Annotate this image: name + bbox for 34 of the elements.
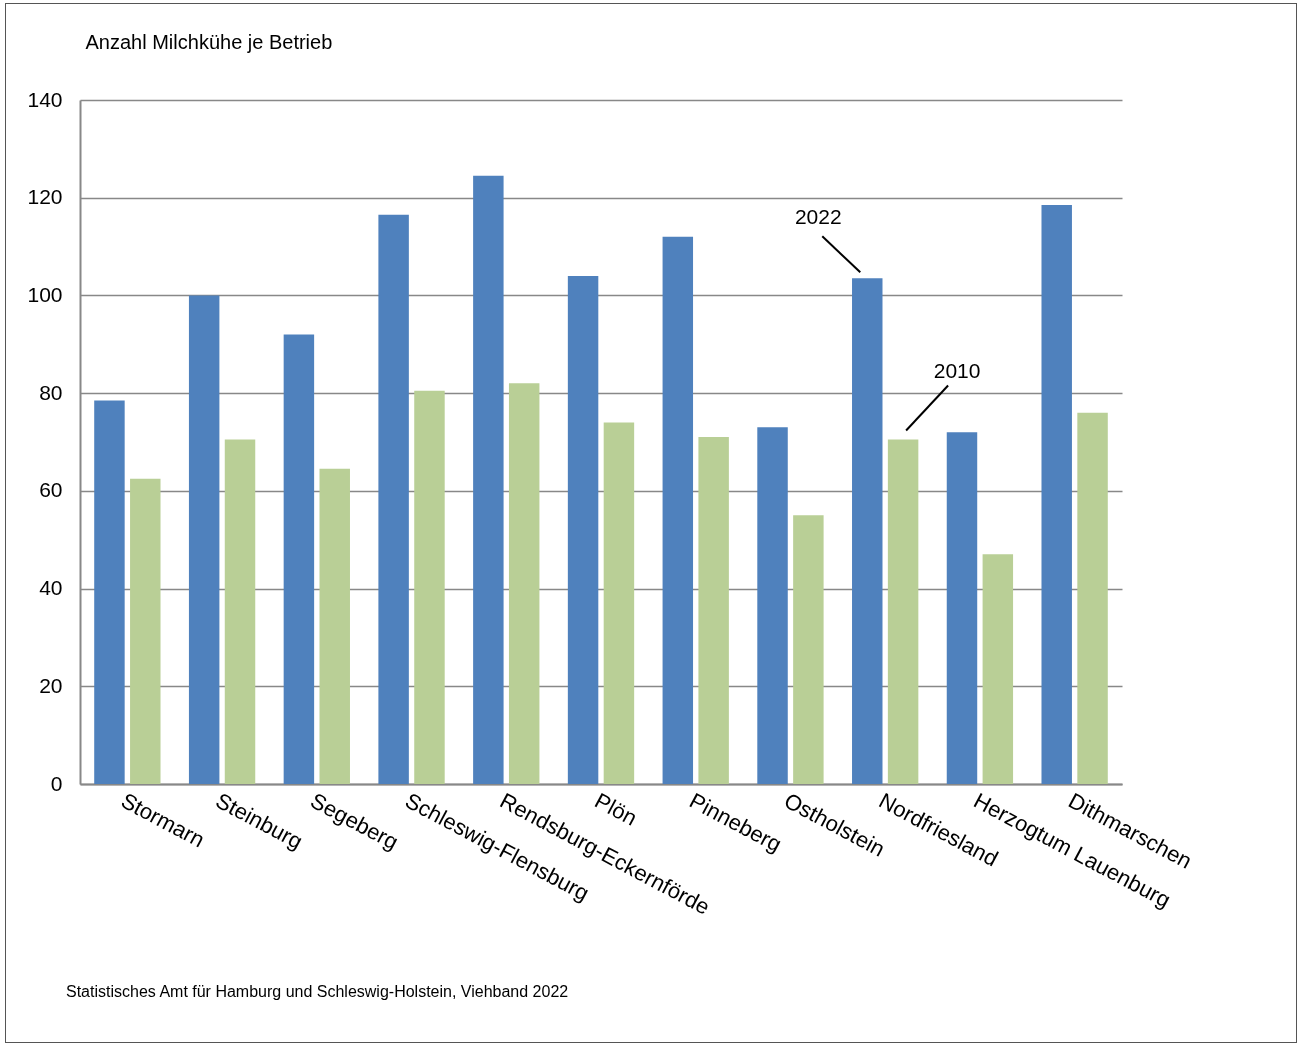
bar — [1041, 205, 1072, 784]
bar — [130, 478, 161, 784]
bar — [887, 439, 919, 784]
bar — [1077, 412, 1108, 784]
text: 2022 — [794, 205, 842, 229]
bar — [94, 400, 125, 784]
y-axis-title: Anzahl Milchkühe je Betrieb — [85, 30, 333, 53]
bar — [283, 334, 315, 784]
bar — [757, 427, 788, 784]
y-tick-label: 140 — [27, 87, 63, 111]
bar — [793, 515, 824, 784]
bar — [567, 275, 599, 784]
bar — [508, 383, 540, 784]
bar — [473, 175, 504, 784]
y-tick-label: 20 — [39, 673, 63, 697]
text: Statistisches Amt für Hamburg und Schleswig-Holstein, Viehband 2022 — [66, 983, 569, 1000]
bar — [378, 214, 409, 784]
y-tick-label: 100 — [27, 282, 63, 306]
y-tick-label: 0 — [50, 771, 63, 795]
bar — [662, 236, 694, 784]
bar — [982, 554, 1014, 784]
y-tick-label: 120 — [27, 185, 63, 209]
bar — [188, 295, 220, 784]
y-tick-label: 40 — [39, 576, 63, 600]
bar — [603, 422, 635, 784]
y-tick-label: 80 — [39, 380, 63, 404]
bar — [946, 432, 978, 784]
bar — [319, 468, 350, 784]
bar — [698, 437, 729, 784]
bar — [414, 390, 445, 784]
text: 2010 — [933, 358, 981, 382]
y-tick-label: 60 — [39, 478, 63, 502]
bar — [852, 278, 883, 784]
bar — [224, 439, 256, 784]
